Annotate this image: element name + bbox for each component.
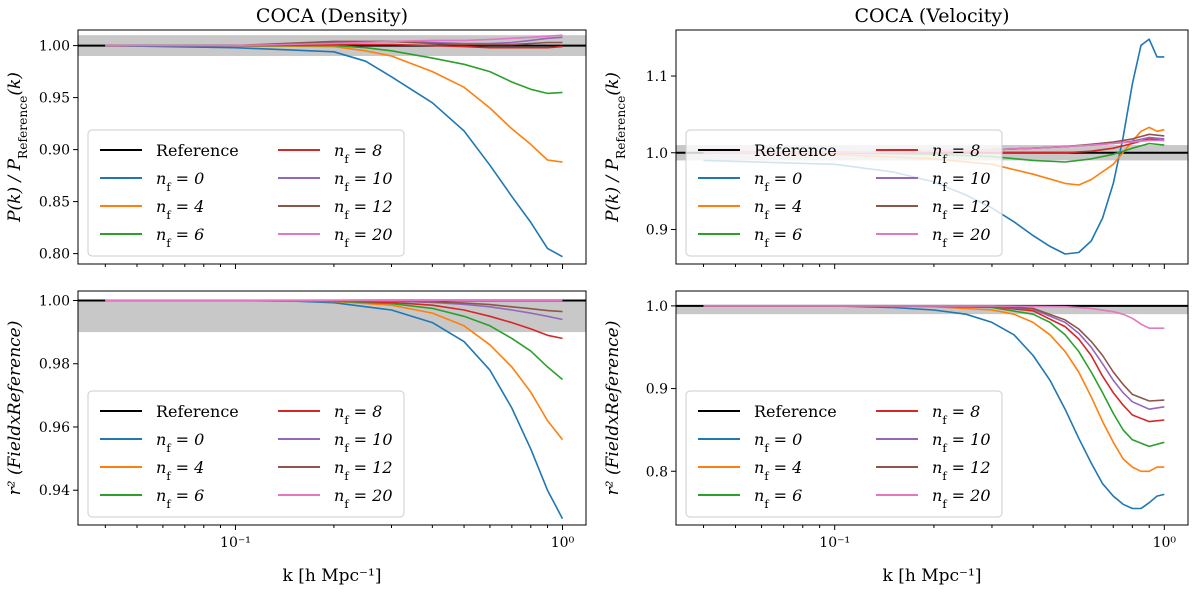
y-axis-label: r² (FieldxReference) <box>5 321 25 496</box>
legend-label-nf0: nf = 0 <box>156 169 204 194</box>
series-line-nf4 <box>105 44 563 163</box>
legend-box <box>685 390 1003 518</box>
legend: Reference nf = 0 nf = 4 nf = 6 nf = 8 nf = 10… <box>685 129 1003 257</box>
legend-label-nf8: nf = 8 <box>334 402 382 427</box>
legend-label-Reference: Reference <box>156 402 239 421</box>
y-tick-label: 1.0 <box>646 299 668 315</box>
series-line-nf0 <box>703 305 1165 510</box>
legend-label-nf6: nf = 6 <box>754 225 802 250</box>
legend-label-nf8: nf = 8 <box>334 141 382 166</box>
panel-velocity-power: 0.9 1.0 1.1 COCA (Velocity) P(k) / PReferenc… <box>603 5 1189 269</box>
y-tick-label: 0.9 <box>646 382 668 398</box>
y-tick-label: 1.0 <box>646 146 668 162</box>
series-line-nf0 <box>105 44 563 258</box>
y-axis-label: P(k) / PReference(k) <box>603 72 628 223</box>
plot-area <box>676 304 1188 510</box>
legend-label-nf10: nf = 10 <box>334 430 393 455</box>
x-axis-label: k [h Mpc⁻¹] <box>283 566 382 586</box>
legend-label-nf8: nf = 8 <box>932 141 980 166</box>
y-axis-label: P(k) / PReference(k) <box>5 72 30 223</box>
legend-label-Reference: Reference <box>156 141 239 160</box>
y-tick-label: 0.96 <box>39 420 70 436</box>
y-tick-label: 1.1 <box>646 69 668 85</box>
series-line-nf4 <box>703 305 1165 473</box>
legend-label-nf0: nf = 0 <box>754 430 802 455</box>
legend-label-nf0: nf = 0 <box>156 430 204 455</box>
tolerance-band <box>78 300 586 333</box>
legend-label-nf12: nf = 12 <box>334 458 393 483</box>
legend-label-nf4: nf = 4 <box>156 197 204 222</box>
y-tick-label: 0.94 <box>39 483 70 499</box>
legend-label-nf20: nf = 20 <box>334 486 393 511</box>
series-line-nf20 <box>105 34 563 47</box>
series-line-nf6 <box>105 44 563 95</box>
legend-label-nf0: nf = 0 <box>754 169 802 194</box>
legend-label-nf4: nf = 4 <box>754 197 802 222</box>
legend-label-nf20: nf = 20 <box>932 225 991 250</box>
series-line-nf12 <box>105 40 563 47</box>
panel-density-power: 0.80 0.85 0.90 0.95 1.00 COCA (Density) P(k) /… <box>5 5 587 269</box>
legend-label-nf12: nf = 12 <box>932 197 991 222</box>
axes-frame <box>675 290 1189 526</box>
x-axis-label: k [h Mpc⁻¹] <box>883 566 982 586</box>
legend-label-Reference: Reference <box>754 402 837 421</box>
legend-label-nf6: nf = 6 <box>754 486 802 511</box>
legend-label-nf12: nf = 12 <box>932 458 991 483</box>
y-axis-label: r² (FieldxReference) <box>603 321 623 496</box>
y-tick-label: 0.9 <box>646 222 668 238</box>
x-tick-label: 10⁰ <box>551 535 575 551</box>
legend-label-Reference: Reference <box>754 141 837 160</box>
y-tick-label: 0.90 <box>39 143 70 159</box>
legend: Reference nf = 0 nf = 4 nf = 6 nf = 8 nf = 10… <box>87 129 405 257</box>
legend-box <box>87 390 405 518</box>
legend-label-nf20: nf = 20 <box>932 486 991 511</box>
legend-label-nf12: nf = 12 <box>334 197 393 222</box>
axes-frame <box>77 290 587 526</box>
legend-box <box>87 129 405 257</box>
axes-frame <box>77 29 587 265</box>
legend-label-nf4: nf = 4 <box>156 458 204 483</box>
x-tick-label: 10⁰ <box>1153 535 1177 551</box>
legend: Reference nf = 0 nf = 4 nf = 6 nf = 8 nf = 10… <box>685 390 1003 518</box>
legend-box <box>685 129 1003 257</box>
x-tick-label: 10⁻¹ <box>220 535 251 551</box>
legend-label-nf4: nf = 4 <box>754 458 802 483</box>
y-tick-label: 0.85 <box>39 195 70 211</box>
legend: Reference nf = 0 nf = 4 nf = 6 nf = 8 nf = 10… <box>87 390 405 518</box>
y-tick-label: 0.95 <box>39 91 70 107</box>
legend-label-nf20: nf = 20 <box>334 225 393 250</box>
panel-title: COCA (Density) <box>256 5 408 27</box>
panel-title: COCA (Velocity) <box>854 5 1009 27</box>
plot-area <box>78 299 586 520</box>
legend-label-nf6: nf = 6 <box>156 225 204 250</box>
y-tick-label: 0.8 <box>646 464 668 480</box>
axes-frame <box>675 29 1189 265</box>
legend-label-nf10: nf = 10 <box>334 169 393 194</box>
y-tick-label: 1.00 <box>39 39 70 55</box>
panel-velocity-correlation: 0.8 0.9 1.0 10⁻¹ 10⁰ r² (FieldxReference) k [h… <box>603 290 1189 586</box>
y-tick-label: 1.00 <box>39 293 70 309</box>
y-tick-label: 0.98 <box>39 357 70 373</box>
legend-label-nf6: nf = 6 <box>156 486 204 511</box>
x-tick-label: 10⁻¹ <box>819 535 850 551</box>
series-line-nf20 <box>703 305 1165 330</box>
panel-density-correlation: 0.94 0.96 0.98 1.00 10⁻¹ 10⁰ r² (FieldxReferen… <box>5 290 587 586</box>
legend-label-nf8: nf = 8 <box>932 402 980 427</box>
y-tick-label: 0.80 <box>39 247 70 263</box>
legend-label-nf10: nf = 10 <box>932 430 991 455</box>
plot-area <box>78 34 586 258</box>
legend-label-nf10: nf = 10 <box>932 169 991 194</box>
